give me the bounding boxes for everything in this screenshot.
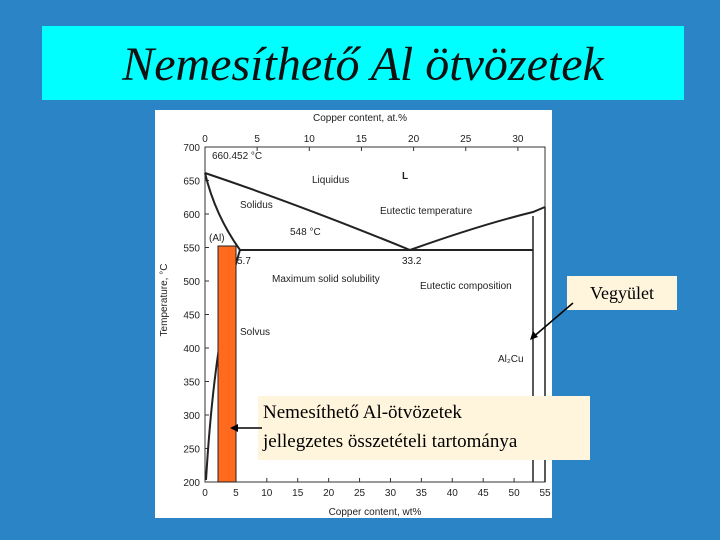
annotation: Solidus <box>240 200 273 211</box>
x-bottom-tick-label: 5 <box>233 488 239 499</box>
y-label: Temperature, °C <box>159 264 170 337</box>
annotation: Eutectic composition <box>420 281 512 292</box>
x-top-tick-label: 10 <box>304 134 316 145</box>
callout-text: jellegzetes összetételi tartománya <box>262 431 518 452</box>
x-bottom-tick-label: 10 <box>261 488 273 499</box>
y-tick-label: 300 <box>183 411 200 422</box>
annotation: Eutectic temperature <box>380 206 473 217</box>
x-bottom-tick-label: 40 <box>447 488 459 499</box>
x-bottom-tick-label: 35 <box>416 488 428 499</box>
y-tick-label: 250 <box>183 445 200 456</box>
liquidus-right <box>409 206 546 251</box>
title-box <box>42 26 684 100</box>
axes: Copper content, at.% Copper content, wt%… <box>159 113 551 518</box>
x-bottom-label: Copper content, wt% <box>329 507 422 518</box>
y-tick-label: 350 <box>183 378 200 389</box>
y-tick-label: 200 <box>183 478 200 489</box>
solidus-curve <box>204 172 241 251</box>
x-bottom-tick-label: 20 <box>323 488 335 499</box>
x-bottom-tick-label: 30 <box>385 488 397 499</box>
x-top-tick-label: 30 <box>512 134 524 145</box>
callout-text: Vegyület <box>590 283 654 303</box>
x-top-tick-label: 20 <box>408 134 420 145</box>
x-bottom-tick-label: 0 <box>202 488 208 499</box>
alloy-range-bar <box>217 245 237 483</box>
x-bottom-tick-label: 25 <box>354 488 366 499</box>
annotation: Liquidus <box>312 175 349 186</box>
y-tick-label: 600 <box>183 210 200 221</box>
callout-text: Nemesíthető Al-ötvözetek <box>263 402 462 423</box>
callout-box <box>567 276 677 310</box>
annotation: 660.452 °C <box>212 151 262 162</box>
x-top-tick-label: 5 <box>254 134 260 145</box>
callout-box <box>258 396 590 460</box>
arrow-head <box>230 424 238 432</box>
y-tick-label: 700 <box>183 143 200 154</box>
annotations: 660.452 °C Liquidus L Solidus Eutectic t… <box>209 151 524 365</box>
annotation: L <box>402 171 408 182</box>
title: Nemesíthető Al ötvözetek <box>121 38 605 91</box>
y-tick-label: 500 <box>183 277 200 288</box>
x-top-tick-label: 25 <box>460 134 472 145</box>
annotation: 548 °C <box>290 227 321 238</box>
x-top-label: Copper content, at.% <box>313 113 407 124</box>
y-tick-label: 650 <box>183 177 200 188</box>
callout-arrow <box>531 302 574 339</box>
y-tick-label: 450 <box>183 311 200 322</box>
annotation: 33.2 <box>402 256 422 267</box>
annotation: Al₂Cu <box>498 354 524 365</box>
x-top-tick-label: 15 <box>356 134 368 145</box>
y-tick-label: 550 <box>183 244 200 255</box>
annotation: (Al) <box>209 233 225 244</box>
x-bottom-tick-label: 55 <box>539 488 551 499</box>
x-bottom-tick-label: 15 <box>292 488 304 499</box>
arrow-head <box>530 331 538 340</box>
y-tick-label: 400 <box>183 344 200 355</box>
x-top-tick-label: 0 <box>202 134 208 145</box>
annotation: Maximum solid solubility <box>272 274 380 285</box>
annotation: Solvus <box>240 327 270 338</box>
x-bottom-tick-label: 45 <box>478 488 490 499</box>
annotation: 5.7 <box>237 256 251 267</box>
x-bottom-tick-label: 50 <box>509 488 521 499</box>
liquidus-curve <box>204 172 411 251</box>
